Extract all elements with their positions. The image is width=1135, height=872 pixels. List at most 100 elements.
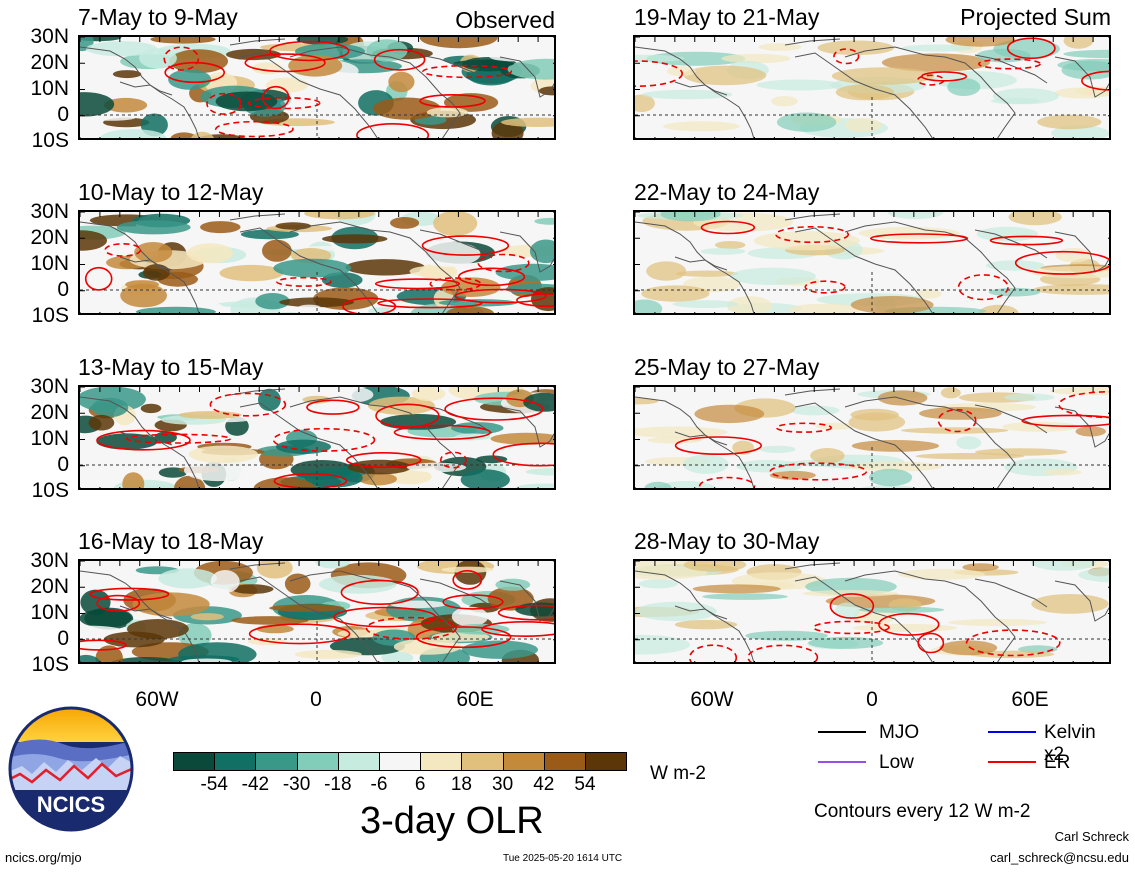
er-contours bbox=[163, 40, 513, 138]
olr-map bbox=[635, 561, 1109, 662]
olr-anomaly-shading bbox=[80, 212, 554, 313]
lat-label-eq: 0 bbox=[57, 278, 69, 301]
map-panel-obs4 bbox=[78, 559, 556, 664]
olr-map bbox=[635, 387, 1109, 488]
colorbar-label: 18 bbox=[450, 774, 472, 795]
lon-label-60w-left: 60W bbox=[135, 688, 179, 711]
map-panel-obs1 bbox=[78, 35, 556, 140]
colorbar-label: -42 bbox=[241, 774, 270, 795]
map-panel-obs2 bbox=[78, 210, 556, 315]
axis-ticks bbox=[80, 561, 554, 662]
footer-email: carl_schreck@ncsu.edu bbox=[990, 850, 1129, 865]
legend-label-kelvin: Kelvin x2 bbox=[1044, 722, 1096, 765]
olr-map bbox=[80, 212, 554, 313]
er-contours bbox=[688, 593, 1061, 662]
olr-map bbox=[80, 387, 554, 488]
colorbar-label: -54 bbox=[200, 774, 228, 795]
colorbar-label: 30 bbox=[492, 774, 514, 795]
colorbar-label: -6 bbox=[370, 774, 388, 795]
panel-title-proj3: 25-May to 27-May bbox=[634, 354, 820, 380]
lat-label-10s: 10S bbox=[31, 653, 69, 676]
legend-label-er: ER bbox=[1044, 752, 1071, 773]
map-panel-proj3 bbox=[633, 385, 1111, 490]
contour-interval-note: Contours every 12 W m-2 bbox=[814, 801, 1031, 822]
lat-label-10s: 10S bbox=[31, 304, 69, 327]
lat-label-20n: 20N bbox=[30, 51, 69, 74]
lat-label-30n: 30N bbox=[30, 200, 69, 223]
lat-label-20n: 20N bbox=[30, 226, 69, 249]
map-panel-proj2 bbox=[633, 210, 1111, 315]
footer-author: Carl Schreck bbox=[1054, 829, 1129, 844]
colorbar-swatch bbox=[461, 752, 504, 771]
colorbar-swatch bbox=[502, 752, 545, 771]
olr-anomaly-shading bbox=[635, 37, 1109, 138]
er-contours bbox=[700, 220, 1109, 301]
legend-label-mjo: MJO bbox=[879, 722, 920, 743]
footer-url: ncics.org/mjo bbox=[5, 850, 82, 865]
er-contours bbox=[80, 569, 554, 651]
lat-label-10n: 10N bbox=[30, 77, 69, 100]
lat-label-30n: 30N bbox=[30, 375, 69, 398]
olr-map bbox=[635, 37, 1109, 138]
olr-map bbox=[635, 212, 1109, 313]
ncics-logo: NCICS bbox=[8, 706, 134, 832]
lat-label-eq: 0 bbox=[57, 103, 69, 126]
panel-title-obs1: 7-May to 9-May bbox=[78, 4, 238, 30]
lon-label-60w-right: 60W bbox=[690, 688, 734, 711]
colorbar-label: 54 bbox=[574, 774, 596, 795]
axis-ticks bbox=[80, 212, 554, 313]
lat-label-10s: 10S bbox=[31, 479, 69, 502]
panel-title-proj1: 19-May to 21-May bbox=[634, 4, 820, 30]
colorbar-swatch bbox=[255, 752, 298, 771]
axis-ticks bbox=[635, 37, 1109, 138]
er-contours bbox=[674, 391, 1109, 488]
er-contours bbox=[635, 37, 1109, 91]
olr-map bbox=[80, 37, 554, 138]
axis-ticks bbox=[635, 387, 1109, 488]
olr-map bbox=[80, 561, 554, 662]
colorbar-label: 42 bbox=[533, 774, 555, 795]
lat-label-10n: 10N bbox=[30, 252, 69, 275]
lat-label-10n: 10N bbox=[30, 427, 69, 450]
axis-ticks bbox=[80, 387, 554, 488]
colorbar-swatch bbox=[173, 752, 216, 771]
panel-corner-label-observed: Observed bbox=[455, 7, 555, 33]
panel-title-proj2: 22-May to 24-May bbox=[634, 179, 820, 205]
axis-ticks bbox=[635, 561, 1109, 662]
colorbar-swatch bbox=[420, 752, 463, 771]
contour-legend: MJO Kelvin x2 Low ER bbox=[818, 722, 1118, 782]
map-panel-proj1 bbox=[633, 35, 1111, 140]
lat-label-eq: 0 bbox=[57, 453, 69, 476]
colorbar-label: -18 bbox=[324, 774, 352, 795]
colorbar-label: -30 bbox=[282, 774, 311, 795]
footer-timestamp: Tue 2025-05-20 1614 UTC bbox=[503, 853, 623, 864]
colorbar-label: 6 bbox=[414, 774, 426, 795]
lat-label-20n: 20N bbox=[30, 575, 69, 598]
colorbar-title: 3-day OLR bbox=[360, 800, 544, 842]
axis-ticks bbox=[80, 37, 554, 138]
colorbar-swatch bbox=[379, 752, 422, 771]
panel-corner-label-projected: Projected Sum bbox=[960, 4, 1111, 30]
olr-anomaly-shading bbox=[635, 561, 1109, 658]
legend-label-low: Low bbox=[879, 752, 914, 773]
colorbar-swatch bbox=[214, 752, 257, 771]
panel-title-obs2: 10-May to 12-May bbox=[78, 179, 264, 205]
lat-label-20n: 20N bbox=[30, 401, 69, 424]
map-panel-obs3 bbox=[78, 385, 556, 490]
colorbar-units: W m-2 bbox=[650, 763, 706, 784]
lat-label-10s: 10S bbox=[31, 129, 69, 152]
lon-label-60e-right: 60E bbox=[1011, 688, 1049, 711]
lat-label-30n: 30N bbox=[30, 25, 69, 48]
colorbar-swatch bbox=[296, 752, 339, 771]
colorbar-swatch bbox=[585, 752, 628, 771]
lat-label-eq: 0 bbox=[57, 627, 69, 650]
lat-label-30n: 30N bbox=[30, 549, 69, 572]
lon-label-0-right: 0 bbox=[866, 688, 878, 711]
panel-title-obs4: 16-May to 18-May bbox=[78, 528, 264, 554]
olr-anomaly-shading bbox=[80, 561, 554, 662]
axis-ticks bbox=[635, 212, 1109, 313]
map-panel-proj4 bbox=[633, 559, 1111, 664]
colorbar-swatch bbox=[337, 752, 380, 771]
panel-title-obs3: 13-May to 15-May bbox=[78, 354, 264, 380]
logo-text: NCICS bbox=[37, 792, 105, 817]
